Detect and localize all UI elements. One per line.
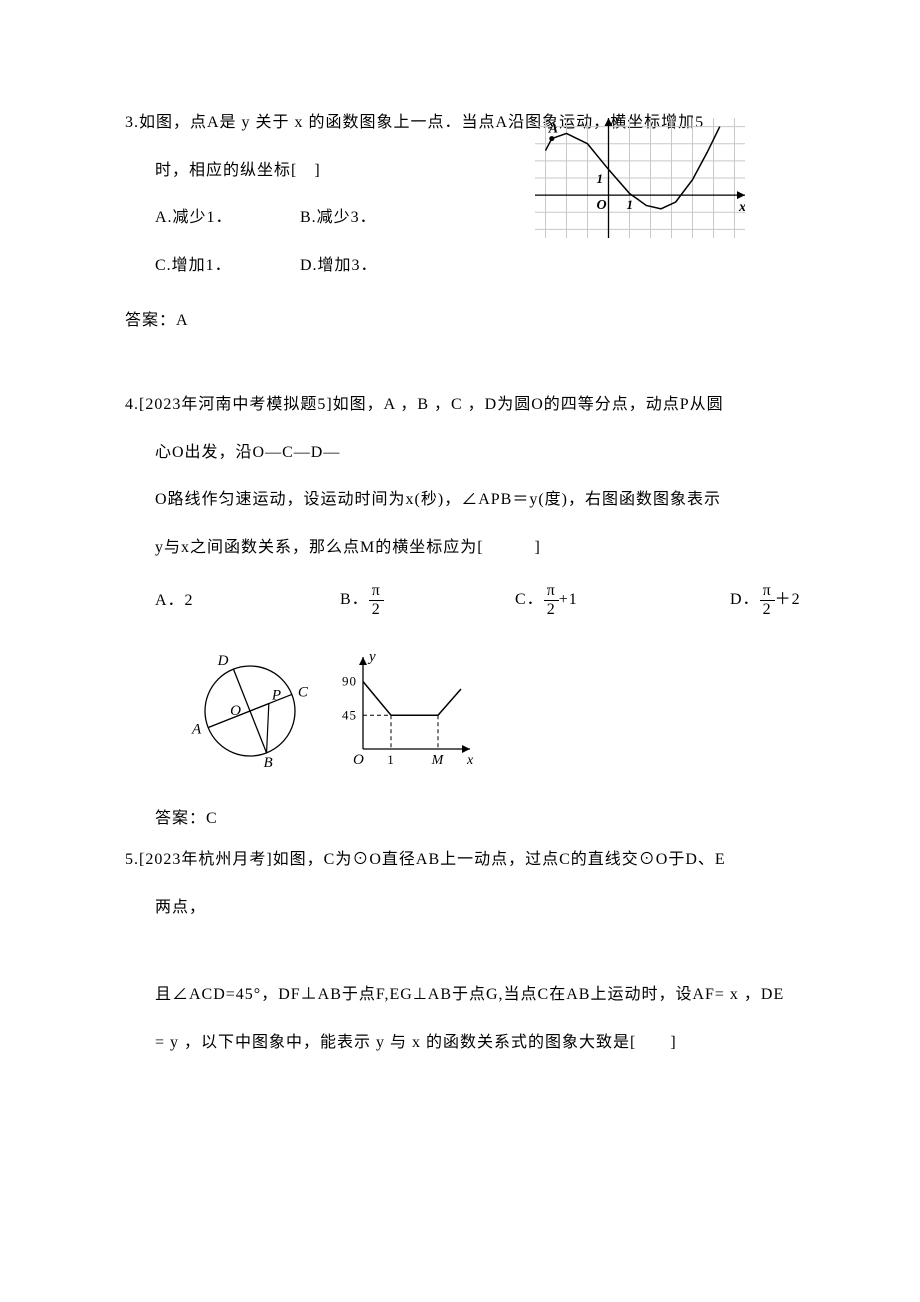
frac-num: π xyxy=(369,582,384,601)
q5-stem-line2: 两点， xyxy=(125,895,805,921)
frac-num: π xyxy=(760,582,775,601)
q5-stem-line4: = y ，以下中图象中，能表示 y 与 x 的函数关系式的图象大致是[ ] xyxy=(125,1030,805,1056)
frac-den: 2 xyxy=(544,601,559,619)
q4-optB-prefix: B． xyxy=(340,591,369,608)
svg-text:1: 1 xyxy=(597,171,604,186)
q4-option-c: C．π2+1 xyxy=(515,582,725,618)
q4-optC-prefix: C． xyxy=(515,591,544,608)
svg-text:A: A xyxy=(191,721,202,737)
q4-stem-line4: y与x之间函数关系，那么点M的横坐标应为[ ] xyxy=(125,535,805,561)
page: 3.如图，点A是 y 关于 x 的函数图象上一点．当点A沿图象运动，横坐标增加5… xyxy=(0,0,920,1302)
q4-stem-line3: O路线作匀速运动，设运动时间为x(秒)，∠APB＝y(度)，右图函数图象表示 xyxy=(125,487,805,513)
frac-den: 2 xyxy=(369,601,384,619)
svg-text:x: x xyxy=(738,200,745,215)
q3-option-c: C.增加1． xyxy=(155,253,295,279)
q4-optD-suffix: ＋2 xyxy=(775,591,801,608)
svg-text:A: A xyxy=(548,122,558,137)
q3-option-a: A.减少1． xyxy=(155,205,295,231)
q5-stem-line3: 且∠ACD=45°，DF⊥AB于点F,EG⊥AB于点G,当点C在AB上运动时，设… xyxy=(125,982,805,1008)
svg-text:y: y xyxy=(367,649,377,665)
q4-optB-frac: π2 xyxy=(369,582,384,618)
q4-option-b: B．π2 xyxy=(340,582,510,618)
frac-den: 2 xyxy=(760,601,775,619)
svg-text:B: B xyxy=(263,754,273,770)
q4-optD-prefix: D． xyxy=(730,591,760,608)
q3-graph-svg: Ay x O 1 1 xyxy=(535,118,745,238)
svg-text:1: 1 xyxy=(627,197,634,212)
q4-stem-line1: 4.[2023年河南中考模拟题5]如图，A ，B ，C ，D为圆O的四等分点，动… xyxy=(125,392,805,418)
q3-option-d: D.增加3． xyxy=(300,253,378,279)
q4-figures: D C A B O P 90 45 y O 1 Mx xyxy=(125,649,805,774)
q4-circle-svg: D C A B O P xyxy=(180,649,320,774)
question-4: 4.[2023年河南中考模拟题5]如图，A ，B ，C ，D为圆O的四等分点，动… xyxy=(125,392,805,831)
svg-text:O: O xyxy=(353,752,365,768)
question-3: 3.如图，点A是 y 关于 x 的函数图象上一点．当点A沿图象运动，横坐标增加5… xyxy=(125,110,805,334)
svg-text:P: P xyxy=(271,687,282,703)
q3-graph: Ay x O 1 1 xyxy=(535,118,745,238)
frac-num: π xyxy=(544,582,559,601)
svg-text:x: x xyxy=(466,753,474,768)
q4-optC-suffix: +1 xyxy=(559,591,578,608)
svg-text:O: O xyxy=(230,703,242,719)
svg-text:y: y xyxy=(613,118,622,126)
q5-stem-line1: 5.[2023年杭州月考]如图，C为⊙O直径AB上一动点，过点C的直线交⊙O于D… xyxy=(125,847,805,873)
q4-optC-frac: π2 xyxy=(544,582,559,618)
svg-text:1: 1 xyxy=(387,752,395,767)
q4-optD-frac: π2 xyxy=(760,582,775,618)
q4-option-a: A．2 xyxy=(155,588,335,614)
svg-text:O: O xyxy=(597,198,607,213)
svg-text:45: 45 xyxy=(342,707,357,722)
q4-option-d: D．π2＋2 xyxy=(730,582,801,618)
svg-text:C: C xyxy=(298,684,309,700)
svg-text:D: D xyxy=(217,653,230,669)
q3-answer: 答案：A xyxy=(125,308,805,334)
q3-choices-row2: C.增加1． D.增加3． xyxy=(125,253,805,279)
svg-text:90: 90 xyxy=(342,673,357,688)
svg-text:M: M xyxy=(431,753,445,768)
question-5: 5.[2023年杭州月考]如图，C为⊙O直径AB上一动点，过点C的直线交⊙O于D… xyxy=(125,847,805,1055)
q4-answer: 答案：C xyxy=(125,806,805,832)
q4-graph-svg: 90 45 y O 1 Mx xyxy=(335,649,480,774)
q4-choices: A．2 B．π2 C．π2+1 D．π2＋2 xyxy=(125,582,805,618)
q3-option-b: B.减少3． xyxy=(300,205,377,231)
q4-stem-line2: 心O出发，沿O—C—D— xyxy=(125,440,805,466)
